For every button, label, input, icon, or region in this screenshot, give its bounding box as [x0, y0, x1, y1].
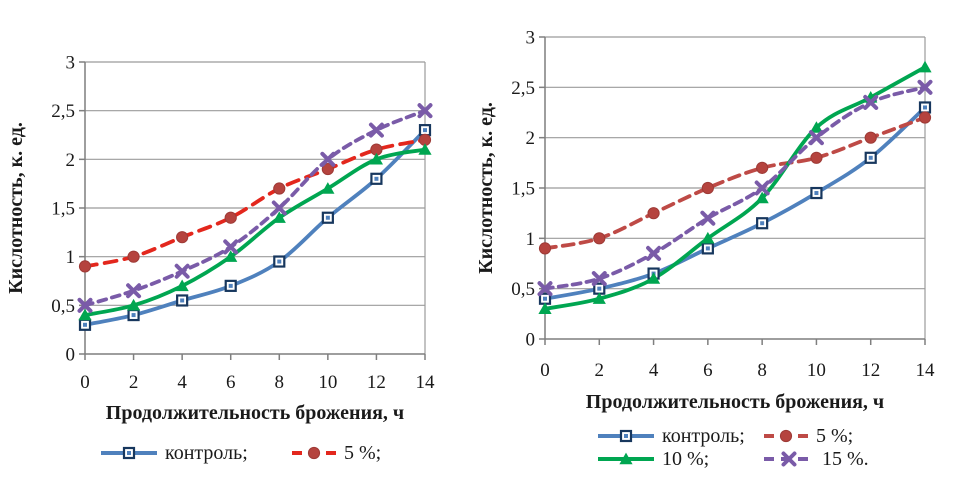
- legend-item-10pct-right[interactable]: 10 %;: [597, 449, 709, 469]
- x-tick-label: 4: [177, 372, 187, 393]
- series-2-markers[interactable]: [78, 143, 432, 321]
- legend-item-5pct-right[interactable]: 5 %;: [763, 426, 853, 446]
- legend-label-5pct: 5 %;: [816, 425, 854, 447]
- x-tick-label: 6: [226, 372, 236, 393]
- legend-label-5pct: 5 %;: [344, 442, 382, 464]
- x-tick-label: 10: [318, 372, 337, 393]
- x-tick-label: 2: [129, 372, 139, 393]
- legend-swatch-5pct-icon: [292, 446, 336, 460]
- y-tick-label: 2,5: [511, 78, 535, 99]
- x-tick-label: 4: [649, 360, 659, 381]
- series-3-markers[interactable]: [537, 79, 933, 297]
- series-2-line[interactable]: [543, 65, 927, 311]
- x-tick-label: 8: [275, 372, 285, 393]
- x-axis-title: Продолжительность брожения, ч: [586, 391, 884, 413]
- x-tick-label: 0: [80, 372, 90, 393]
- series-0-markers[interactable]: [78, 124, 432, 331]
- legend-label-10pct: 10 %;: [662, 448, 710, 470]
- y-tick-label: 0,5: [511, 279, 535, 300]
- series-1-markers[interactable]: [78, 133, 432, 273]
- y-tick-label: 2: [66, 150, 76, 171]
- series-3-markers[interactable]: [77, 103, 433, 313]
- axis-ticks: 0 0,5 1 1,5 2 2,5 3 0 2 4 6 8 10 12 14: [511, 28, 935, 382]
- y-tick-label: 1,5: [51, 199, 75, 220]
- x-tick-label: 14: [916, 360, 936, 381]
- legend-swatch-10pct-icon: [598, 452, 654, 465]
- y-tick-label: 1: [526, 229, 536, 250]
- x-tick-label: 14: [416, 372, 436, 393]
- legend-item-5pct-left[interactable]: 5 %;: [291, 443, 381, 463]
- legend-label-control: контроль;: [165, 442, 248, 464]
- x-tick-label: 10: [807, 360, 826, 381]
- y-tick-label: 1,5: [511, 179, 535, 200]
- y-axis-title: Кислотность, к. ед.: [5, 122, 27, 294]
- legend-item-control-left[interactable]: контроль;: [100, 443, 248, 463]
- chart-0: 0 0,5 1 1,5 2 2,5 3 0 2 4 6 8 10 12 14 Кислотность, к. …: [5, 53, 435, 425]
- series-3-line[interactable]: [543, 85, 927, 291]
- axis-ticks: 0 0,5 1 1,5 2 2,5 3 0 2 4 6 8 10 12 14: [51, 53, 435, 394]
- x-tick-label: 12: [861, 360, 880, 381]
- y-tick-label: 0: [66, 345, 76, 366]
- y-tick-label: 2,5: [51, 101, 75, 122]
- chart-1: 0 0,5 1 1,5 2 2,5 3 0 2 4 6 8 10 12 14 Кислотность, к. …: [475, 28, 935, 414]
- legend-swatch-15pct-icon: [764, 451, 814, 467]
- series-1-markers[interactable]: [538, 111, 932, 255]
- legend-label-control: контроль;: [662, 425, 745, 447]
- x-axis-title: Продолжительность брожения, ч: [106, 402, 404, 424]
- y-tick-label: 1: [66, 247, 76, 268]
- x-tick-label: 0: [540, 360, 550, 381]
- legend-item-control-right[interactable]: контроль;: [597, 426, 745, 446]
- legend-swatch-5pct-icon: [764, 429, 808, 443]
- legend-item-15pct-right[interactable]: 15 %.: [763, 449, 869, 469]
- y-tick-label: 0,5: [51, 296, 75, 317]
- x-tick-label: 12: [367, 372, 386, 393]
- y-tick-label: 3: [526, 28, 536, 49]
- x-tick-label: 8: [757, 360, 767, 381]
- legend-swatch-control-icon: [598, 429, 654, 443]
- legend-swatch-control-icon: [101, 446, 157, 460]
- y-tick-label: 0: [526, 330, 536, 351]
- x-tick-label: 6: [703, 360, 713, 381]
- x-tick-label: 2: [595, 360, 605, 381]
- legend-label-15pct: 15 %.: [822, 448, 869, 470]
- y-tick-label: 3: [66, 53, 76, 74]
- y-tick-label: 2: [526, 128, 536, 149]
- y-axis-title: Кислотность, к. ед.: [475, 102, 497, 274]
